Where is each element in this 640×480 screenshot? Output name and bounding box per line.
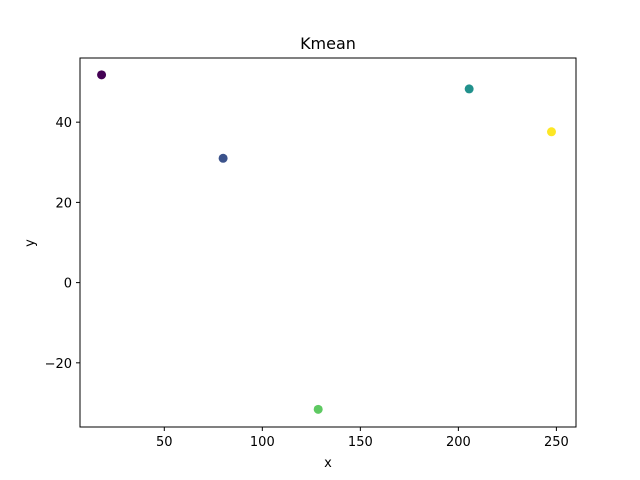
x-axis: 50 100 150 200 250 <box>156 427 569 450</box>
data-point <box>313 404 323 414</box>
x-tick-label: 100 <box>250 435 275 450</box>
y-tick-label: 40 <box>55 116 72 131</box>
y-axis-label: y <box>23 239 38 247</box>
axes-frame <box>79 57 577 428</box>
y-tick-label: 0 <box>64 277 72 292</box>
data-points <box>97 70 556 414</box>
y-tick-label: −20 <box>45 357 72 372</box>
data-point <box>546 127 556 137</box>
plot-area: 50 100 150 200 250 −20 0 20 40 <box>45 57 577 450</box>
data-point <box>97 70 107 80</box>
x-axis-label: x <box>324 456 332 471</box>
data-point <box>464 84 474 94</box>
data-point <box>218 153 228 163</box>
x-tick-label: 200 <box>446 435 471 450</box>
x-tick-label: 50 <box>156 435 173 450</box>
x-tick-label: 250 <box>544 435 569 450</box>
chart-title: Kmean <box>300 34 356 53</box>
y-axis: −20 0 20 40 <box>45 116 80 372</box>
x-tick-label: 150 <box>348 435 373 450</box>
y-tick-label: 20 <box>55 196 72 211</box>
